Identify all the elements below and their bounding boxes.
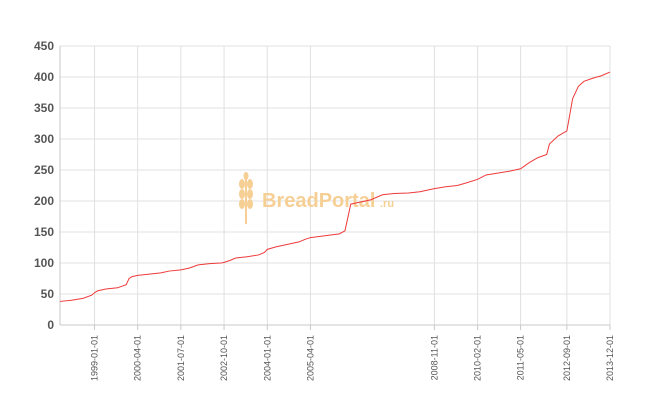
y-tick-label: 300	[34, 132, 54, 146]
y-tick-label: 400	[34, 70, 54, 84]
y-tick-labels: 0 50 100 150 200 250 300 350 400 450	[34, 39, 54, 332]
x-tick-labels: 1999-01-01 2000-04-01 2001-07-01 2002-10-01…	[90, 335, 615, 381]
y-tick-label: 200	[34, 194, 54, 208]
x-tick-label: 2005-04-01	[305, 335, 315, 381]
x-tick-label: 2013-12-01	[605, 335, 615, 381]
x-tick-label: 2004-01-01	[262, 335, 272, 381]
watermark-brand: BreadPortal	[262, 190, 375, 212]
y-tick-label: 350	[34, 101, 54, 115]
x-tick-label: 2010-02-01	[473, 335, 483, 381]
wheat-logo-icon	[239, 172, 253, 224]
x-tick-label: 2011-05-01	[516, 335, 526, 380]
x-tick-label: 2000-04-01	[133, 335, 143, 381]
y-tick-label: 250	[34, 163, 54, 177]
y-tick-label: 450	[34, 39, 54, 53]
series-line	[59, 71, 611, 302]
x-tick-label: 1999-01-01	[90, 335, 100, 381]
y-tick-label: 100	[34, 256, 54, 270]
watermark: BreadPortal .ru	[239, 172, 394, 224]
y-tick-label: 0	[47, 318, 54, 332]
series	[59, 71, 611, 302]
x-tick-label: 2012-09-01	[562, 335, 572, 381]
watermark-suffix: .ru	[380, 198, 394, 210]
y-tick-label: 50	[41, 287, 55, 301]
x-tick-label: 2008-11-01	[429, 335, 439, 380]
grid	[60, 45, 611, 325]
x-tick-label: 2001-07-01	[176, 335, 186, 381]
y-tick-label: 150	[34, 225, 54, 239]
axes	[59, 46, 611, 330]
x-tick-label: 2002-10-01	[219, 335, 229, 381]
